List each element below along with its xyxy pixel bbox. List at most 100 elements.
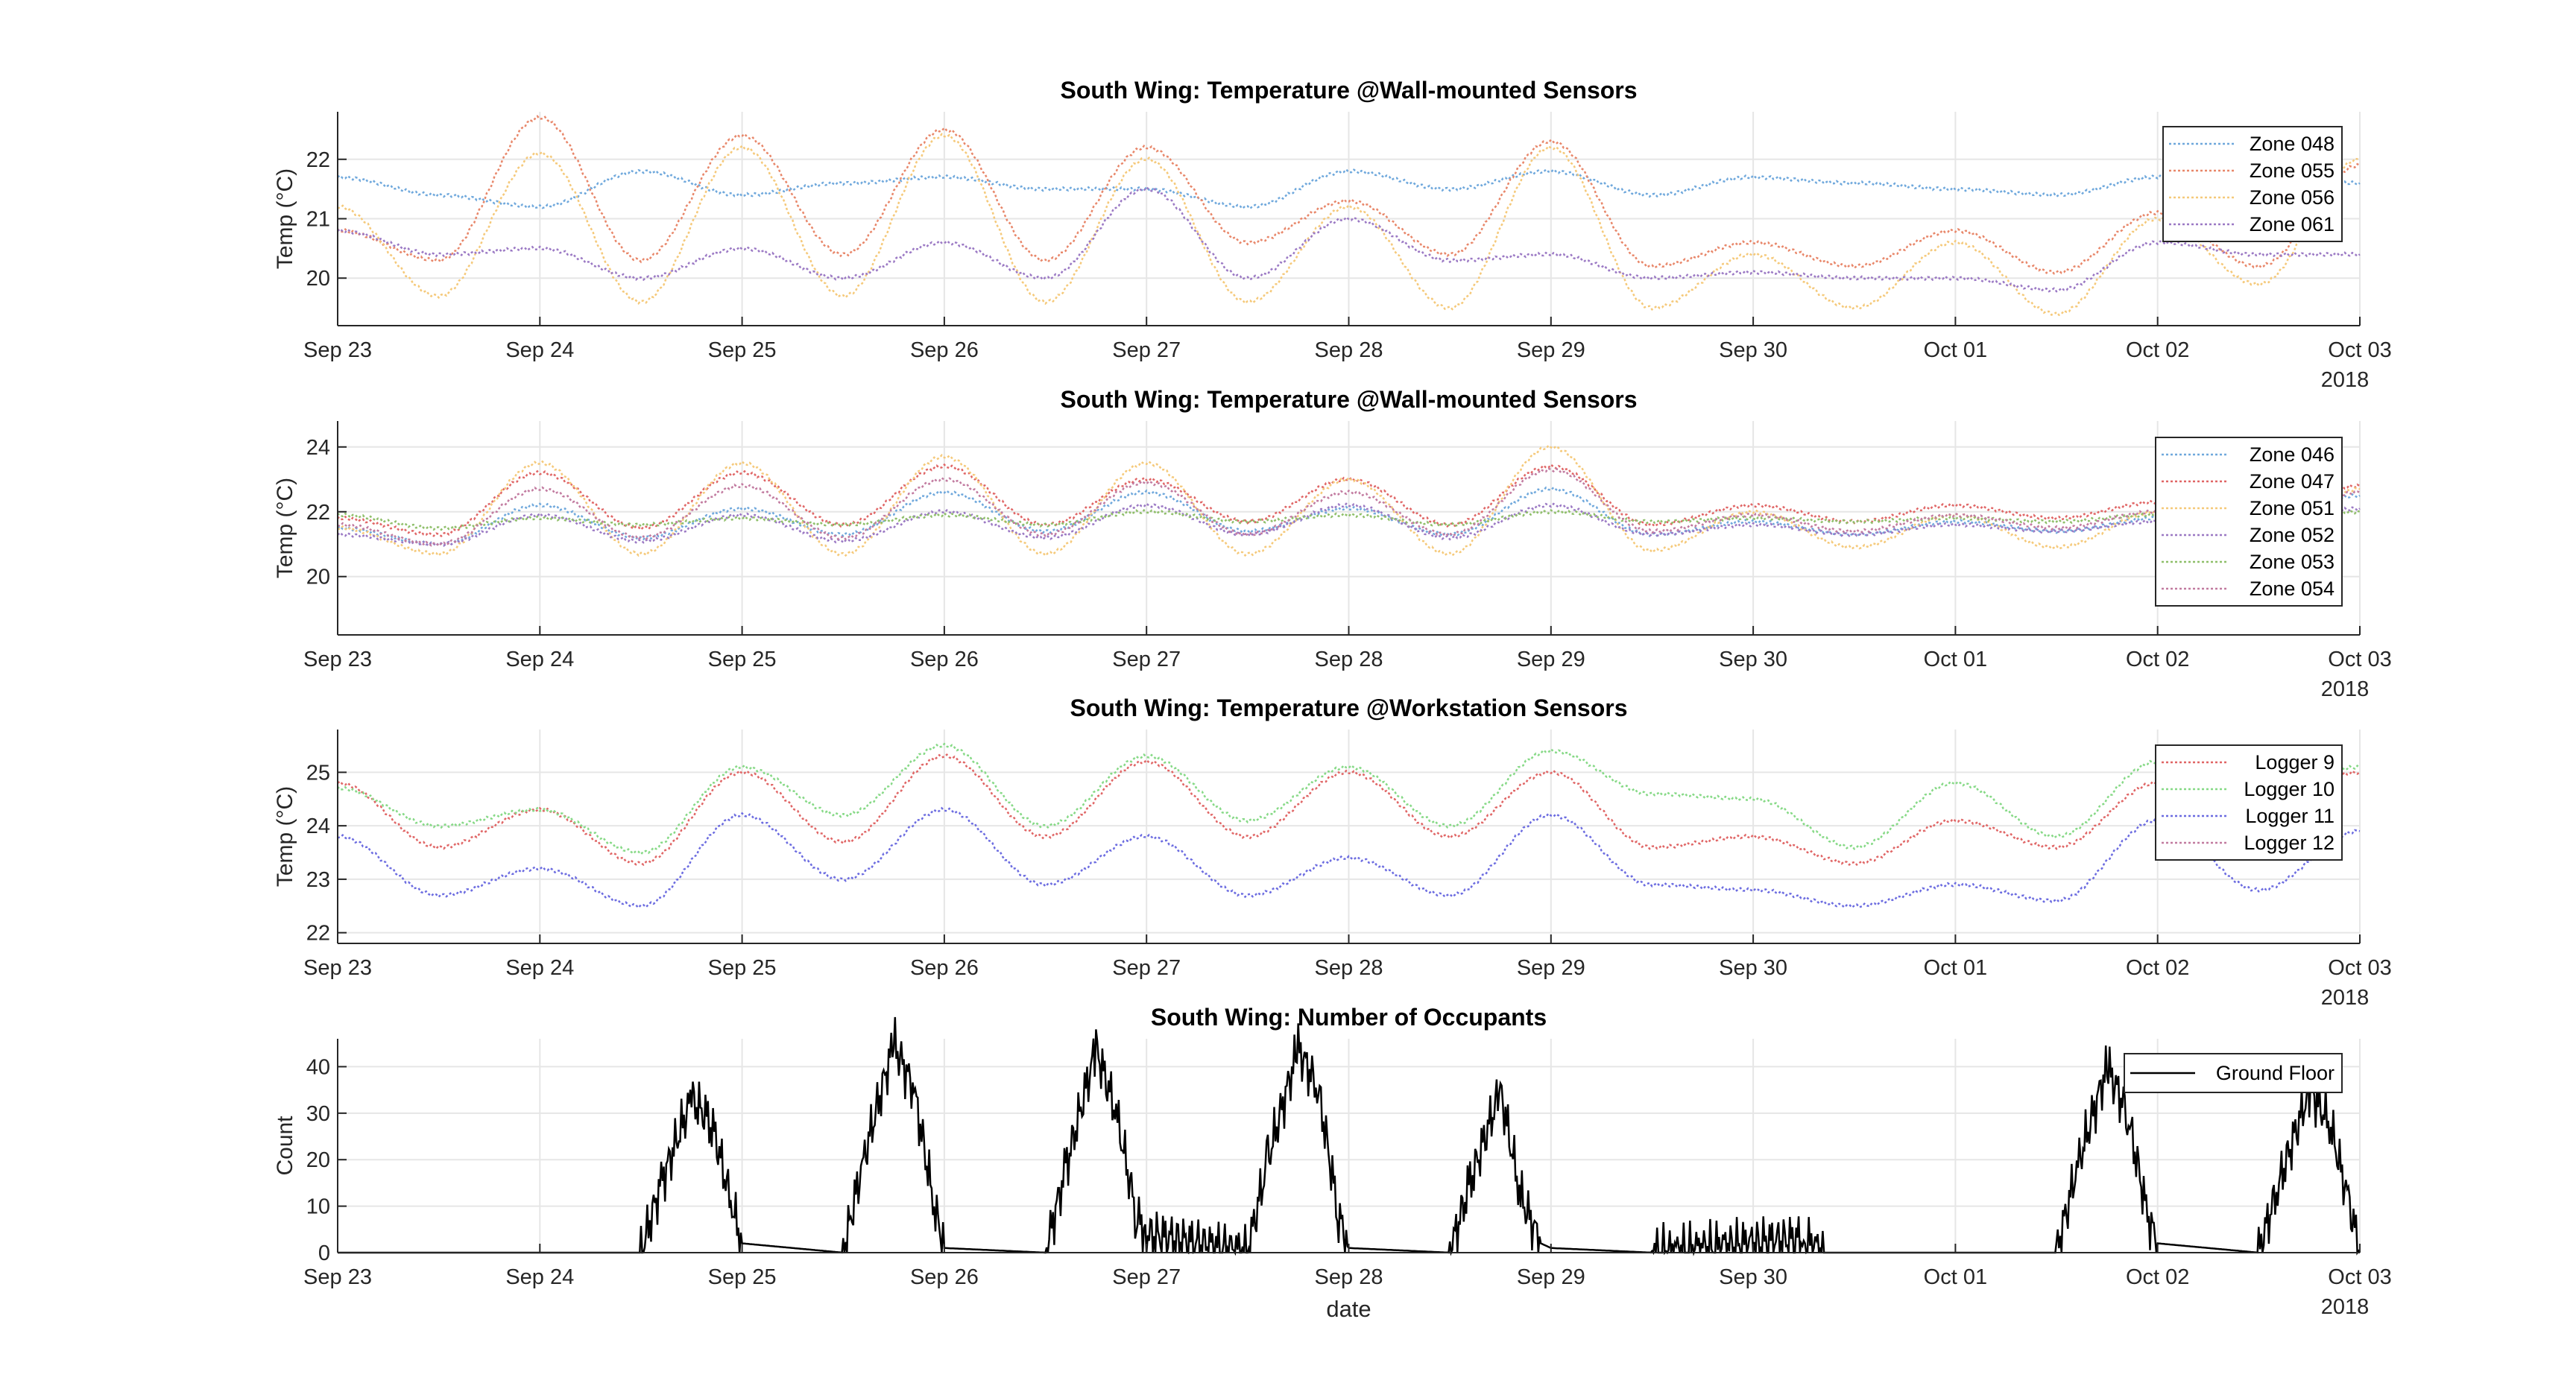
- series-line-logger-10: [337, 742, 2361, 855]
- panel-4-title: South Wing: Number of Occupants: [1151, 1004, 1547, 1031]
- panel-3-series-lines: [337, 742, 2361, 909]
- x-tick-label: Sep 23: [303, 648, 372, 671]
- x-tick-label: Sep 23: [303, 1265, 372, 1289]
- legend-entry: Zone 053: [2250, 551, 2334, 573]
- x-tick-label: Sep 30: [1719, 338, 1787, 362]
- y-tick-label: 24: [306, 814, 330, 838]
- x-tick-label: Sep 30: [1719, 1265, 1787, 1289]
- panel-1-year-label: 2018: [2321, 368, 2370, 392]
- y-tick-label: 25: [306, 761, 330, 785]
- x-tick-label: Sep 27: [1112, 338, 1181, 362]
- x-tick-label: Sep 25: [708, 956, 777, 980]
- x-tick-label: Sep 27: [1112, 648, 1181, 671]
- x-tick-label: Sep 23: [303, 338, 372, 362]
- legend-entry: Logger 12: [2244, 832, 2334, 854]
- legend-entry: Zone 055: [2250, 159, 2334, 182]
- series-line-logger-11: [337, 806, 2361, 909]
- legend-box: [2162, 126, 2343, 242]
- x-tick-label: Sep 29: [1517, 338, 1585, 362]
- x-tick-label: Oct 03: [2328, 648, 2391, 671]
- x-tick-label: Sep 26: [910, 1265, 979, 1289]
- x-tick-label: Oct 02: [2126, 338, 2189, 362]
- x-tick-label: Sep 26: [910, 648, 979, 671]
- legend-entry: Logger 9: [2255, 751, 2334, 773]
- series-line-zone-052: [337, 502, 2361, 548]
- panel-1-series-lines: [337, 115, 2361, 317]
- legend-entry: Zone 052: [2250, 524, 2334, 546]
- panel-occupants: South Wing: Number of Occupants Count 20…: [273, 1004, 2392, 1322]
- x-tick-label: Oct 02: [2126, 956, 2189, 980]
- x-tick-label: Sep 27: [1112, 956, 1181, 980]
- legend-box: [2155, 744, 2343, 861]
- y-tick-label: 20: [306, 1148, 330, 1172]
- legend-entry: Zone 054: [2250, 578, 2334, 600]
- x-tick-label: Oct 01: [1924, 338, 1987, 362]
- series-line-zone-054: [337, 467, 2361, 548]
- legend-entry: Logger 10: [2244, 778, 2334, 800]
- x-tick-label: Sep 26: [910, 956, 979, 980]
- x-tick-label: Sep 29: [1517, 956, 1585, 980]
- x-tick-label: Sep 27: [1112, 1265, 1181, 1289]
- x-tick-label: Sep 28: [1315, 1265, 1383, 1289]
- y-tick-label: 22: [306, 148, 330, 172]
- x-tick-label: Oct 03: [2328, 1265, 2391, 1289]
- y-tick-label: 20: [306, 267, 330, 291]
- x-tick-label: Sep 26: [910, 338, 979, 362]
- panel-2-title: South Wing: Temperature @Wall-mounted Se…: [1060, 386, 1637, 413]
- legend-entry: Zone 047: [2250, 470, 2334, 493]
- x-tick-label: Oct 03: [2328, 956, 2391, 980]
- x-tick-label: Oct 01: [1924, 648, 1987, 671]
- x-tick-label: Sep 24: [505, 956, 574, 980]
- x-tick-label: Sep 24: [505, 338, 574, 362]
- panel-3-legend: Logger 9 Logger 10 Logger 11 Logger 12: [2155, 744, 2343, 861]
- x-tick-label: Sep 29: [1517, 1265, 1585, 1289]
- x-tick-label: Sep 23: [303, 956, 372, 980]
- y-tick-label: 20: [306, 566, 330, 589]
- x-tick-label: Oct 01: [1924, 956, 1987, 980]
- legend-entry: Zone 048: [2250, 133, 2334, 155]
- panel-wall-temp-2: South Wing: Temperature @Wall-mounted Se…: [273, 386, 2392, 701]
- x-tick-label: Sep 25: [708, 648, 777, 671]
- series-line-logger-9: [337, 753, 2361, 867]
- panel-wall-temp-1: South Wing: Temperature @Wall-mounted Se…: [273, 77, 2392, 392]
- x-tick-label: Sep 28: [1315, 338, 1383, 362]
- panel-3-year-label: 2018: [2321, 986, 2370, 1010]
- y-tick-label: 21: [306, 208, 330, 232]
- panel-1-title: South Wing: Temperature @Wall-mounted Se…: [1060, 77, 1637, 104]
- x-tick-label: Sep 28: [1315, 956, 1383, 980]
- panel-1-legend: Zone 048 Zone 055 Zone 056 Zone 061: [2162, 126, 2343, 242]
- legend-entry: Zone 051: [2250, 497, 2334, 519]
- legend-entry: Zone 046: [2250, 443, 2334, 466]
- series-line-zone-056: [337, 133, 2361, 317]
- panel-4-legend: Ground Floor: [2124, 1053, 2343, 1093]
- y-tick-label: 10: [306, 1195, 330, 1219]
- panel-2-ylabel: Temp (°C): [273, 478, 297, 578]
- panel-4-year-label: 2018: [2321, 1295, 2370, 1319]
- series-line-zone-055: [337, 115, 2361, 275]
- x-tick-label: Sep 30: [1719, 648, 1787, 671]
- panel-1-ylabel: Temp (°C): [273, 168, 297, 269]
- panel-2-year-label: 2018: [2321, 677, 2370, 701]
- series-line-zone-047: [337, 463, 2361, 537]
- panel-2-legend: Zone 046 Zone 047 Zone 051 Zone 052 Zone 053…: [2155, 437, 2343, 607]
- series-line-zone-048: [337, 168, 2361, 210]
- x-tick-label: Oct 01: [1924, 1265, 1987, 1289]
- x-tick-label: Sep 28: [1315, 648, 1383, 671]
- y-tick-label: 22: [306, 922, 330, 946]
- legend-entry: Zone 056: [2250, 186, 2334, 209]
- x-tick-label: Sep 30: [1719, 956, 1787, 980]
- y-tick-label: 30: [306, 1102, 330, 1126]
- x-tick-label: Sep 25: [708, 1265, 777, 1289]
- panel-workstation-temp: South Wing: Temperature @Workstation Sen…: [273, 695, 2392, 1010]
- series-line-zone-051: [337, 444, 2361, 557]
- panel-4-grid: [337, 1039, 2361, 1253]
- legend-box: [2155, 437, 2343, 607]
- y-tick-label: 0: [318, 1241, 330, 1265]
- x-tick-label: Sep 29: [1517, 648, 1585, 671]
- panel-3-title: South Wing: Temperature @Workstation Sen…: [1070, 695, 1627, 721]
- y-tick-label: 23: [306, 868, 330, 892]
- series-line-zone-061: [337, 186, 2361, 293]
- y-tick-label: 22: [306, 501, 330, 525]
- panel-2-grid: [337, 421, 2361, 635]
